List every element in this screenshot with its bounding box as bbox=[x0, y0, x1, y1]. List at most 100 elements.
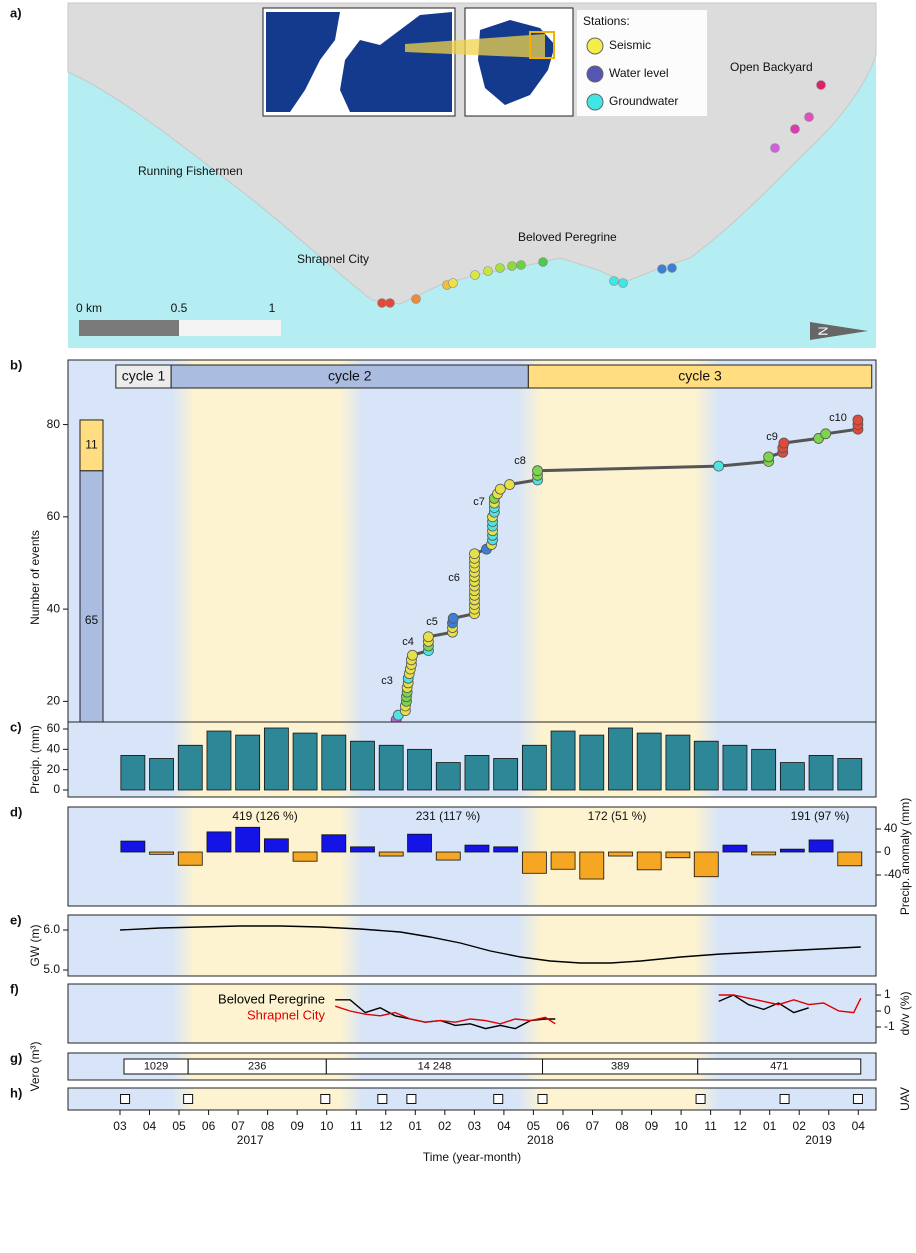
legend-title: Stations: bbox=[583, 14, 630, 28]
y-tick-label: 20 bbox=[47, 694, 61, 708]
bar bbox=[579, 851, 605, 880]
y-tick-label: 6.0 bbox=[43, 922, 60, 936]
axis-title: dv/v (%) bbox=[898, 991, 912, 1035]
y-tick-label: 80 bbox=[47, 417, 61, 431]
bar bbox=[235, 734, 261, 791]
uav-flight bbox=[377, 1094, 388, 1104]
x-tick-label: 05 bbox=[527, 1119, 541, 1133]
cluster-label: c6 bbox=[448, 572, 460, 584]
y-tick-label: 0 bbox=[53, 782, 60, 796]
x-tick-label: 07 bbox=[586, 1119, 600, 1133]
cluster-label: c8 bbox=[514, 455, 526, 467]
panel-label: d) bbox=[10, 804, 22, 819]
uav-flight bbox=[852, 1094, 863, 1104]
legend-label: Water level bbox=[609, 66, 669, 80]
scale-bar bbox=[79, 320, 179, 336]
x-tick-label: 02 bbox=[793, 1119, 807, 1133]
uav-flight bbox=[183, 1094, 194, 1104]
bar bbox=[464, 755, 490, 791]
bar bbox=[779, 762, 805, 791]
y-tick-label: -1 bbox=[884, 1019, 895, 1033]
x-tick-label: 11 bbox=[704, 1119, 717, 1133]
uav-flight bbox=[779, 1094, 790, 1104]
x-tick-label: 03 bbox=[468, 1119, 482, 1133]
bar bbox=[837, 758, 863, 791]
y-tick-label: 40 bbox=[884, 821, 898, 835]
legend-label: Shrapnel City bbox=[247, 1007, 326, 1022]
series-line bbox=[120, 925, 861, 964]
bar bbox=[608, 851, 633, 857]
stack-segment bbox=[79, 419, 104, 472]
cluster-label: c7 bbox=[473, 496, 485, 508]
bar bbox=[120, 840, 146, 853]
event-point bbox=[820, 428, 832, 440]
place-label: Running Fishermen bbox=[138, 164, 243, 178]
bar bbox=[579, 734, 605, 791]
year-label: 2017 bbox=[237, 1133, 264, 1147]
uav-flight bbox=[320, 1094, 331, 1104]
summer-shading bbox=[517, 984, 719, 1043]
panel-label: h) bbox=[10, 1085, 22, 1100]
place-label: Beloved Peregrine bbox=[518, 230, 617, 244]
cluster-label: c9 bbox=[766, 431, 778, 443]
bar bbox=[779, 848, 805, 853]
legend: Seismic Water level Groundwater bbox=[586, 37, 678, 111]
panel-label: a) bbox=[10, 5, 22, 20]
uav-flight bbox=[120, 1094, 131, 1104]
bar bbox=[263, 727, 289, 791]
bar bbox=[636, 851, 662, 871]
event-point bbox=[778, 437, 790, 449]
x-tick-label: 03 bbox=[822, 1119, 836, 1133]
panel-frame bbox=[67, 983, 877, 1044]
volume-interval bbox=[697, 1058, 862, 1075]
bar bbox=[636, 732, 662, 791]
x-tick-label: 09 bbox=[291, 1119, 305, 1133]
stack-label: 11 bbox=[85, 438, 98, 452]
event-point bbox=[407, 649, 418, 661]
bar bbox=[693, 740, 719, 791]
x-tick-label: 11 bbox=[350, 1119, 363, 1133]
bar bbox=[808, 755, 834, 791]
x-tick-label: 08 bbox=[261, 1119, 275, 1133]
bar bbox=[378, 744, 404, 791]
bar bbox=[350, 740, 375, 791]
bar bbox=[321, 734, 347, 791]
x-tick-label: 05 bbox=[172, 1119, 186, 1133]
y-tick-label: 0 bbox=[884, 1003, 891, 1017]
x-tick-label: 10 bbox=[320, 1119, 334, 1133]
event-point bbox=[423, 631, 434, 643]
bar bbox=[550, 730, 576, 791]
bar bbox=[808, 839, 834, 853]
annotation: 231 (117 %) bbox=[416, 809, 480, 823]
panel-label: b) bbox=[10, 357, 22, 372]
bar bbox=[350, 846, 375, 853]
bar bbox=[665, 851, 691, 859]
summer-shading bbox=[171, 807, 363, 906]
x-tick-label: 06 bbox=[556, 1119, 570, 1133]
x-tick-label: 06 bbox=[202, 1119, 216, 1133]
bar bbox=[177, 851, 203, 866]
cluster-label: c4 bbox=[402, 636, 414, 648]
x-tick-label: 10 bbox=[674, 1119, 688, 1133]
y-tick-label: 60 bbox=[47, 509, 61, 523]
bar bbox=[263, 838, 289, 853]
x-tick-label: 08 bbox=[615, 1119, 629, 1133]
place-label: Shrapnel City bbox=[297, 252, 369, 266]
volume-label: 236 bbox=[248, 1060, 266, 1072]
panel-frame bbox=[67, 1052, 877, 1081]
cluster-label: c5 bbox=[426, 616, 438, 628]
y-tick-label: 5.0 bbox=[43, 962, 60, 976]
inset-link bbox=[405, 34, 545, 58]
scale-bar bbox=[179, 320, 281, 336]
y-tick-label: 1 bbox=[884, 987, 891, 1001]
bar bbox=[407, 833, 432, 853]
axis-title: UAV bbox=[898, 1087, 912, 1111]
bar bbox=[149, 758, 174, 791]
annotation: 172 (51 %) bbox=[588, 809, 647, 823]
x-tick-label: 04 bbox=[143, 1119, 157, 1133]
axis-title: Precip. (mm) bbox=[28, 725, 42, 794]
bar bbox=[378, 851, 404, 857]
axis-title: Precip. anomaly (mm) bbox=[898, 798, 912, 915]
event-point bbox=[763, 451, 775, 463]
